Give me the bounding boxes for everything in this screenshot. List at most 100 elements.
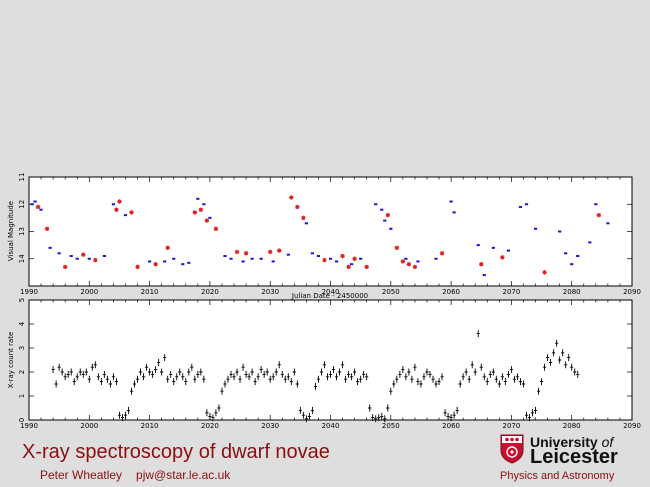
optical-point xyxy=(111,203,116,206)
university-name-line1: University of xyxy=(530,434,614,450)
xray-point xyxy=(416,378,420,386)
optical-point xyxy=(117,199,122,204)
xray-y-axis-label: X-ray count rate xyxy=(7,332,15,389)
x-tick-label: 2070 xyxy=(502,422,520,430)
xray-point xyxy=(90,363,94,371)
xray-point xyxy=(175,373,179,381)
xray-point xyxy=(214,409,218,417)
optical-point xyxy=(500,255,505,260)
optical-point xyxy=(416,260,420,263)
optical-point xyxy=(404,257,408,260)
optical-point xyxy=(268,249,273,255)
xray-point xyxy=(96,373,100,381)
x-tick-label: 2070 xyxy=(502,288,520,296)
xray-point xyxy=(292,368,296,376)
y-tick-label: 4 xyxy=(18,321,26,326)
optical-point xyxy=(364,264,369,270)
y-tick-label: 0 xyxy=(18,418,26,422)
xray-point xyxy=(66,370,70,378)
optical-point xyxy=(187,261,191,264)
xray-point xyxy=(518,378,523,386)
x-tick-label: 2060 xyxy=(442,422,460,430)
xray-point xyxy=(126,406,131,414)
optical-point xyxy=(385,212,390,218)
xray-point xyxy=(271,373,275,381)
xray-point xyxy=(434,380,438,388)
xray-point xyxy=(383,415,387,423)
optical-plot-frame xyxy=(28,176,633,287)
optical-data-points xyxy=(30,195,610,277)
xray-point xyxy=(144,363,149,371)
optical-point xyxy=(289,195,294,200)
optical-point xyxy=(383,219,387,222)
x-tick-label: 2030 xyxy=(261,422,279,430)
optical-point xyxy=(295,204,300,210)
x-tick-label: 2090 xyxy=(623,288,641,296)
xray-point xyxy=(307,412,311,420)
optical-point xyxy=(542,270,547,275)
xray-data-points xyxy=(51,330,580,423)
xray-point xyxy=(196,370,200,378)
optical-point xyxy=(250,257,254,260)
xray-point xyxy=(536,387,541,395)
optical-point xyxy=(389,227,393,230)
xray-point xyxy=(404,373,408,381)
x-tick-label: 2030 xyxy=(261,288,279,296)
optical-point xyxy=(576,255,580,258)
xray-point xyxy=(141,373,146,381)
optical-point xyxy=(476,244,480,247)
xray-point xyxy=(548,358,553,366)
xray-point xyxy=(503,378,507,386)
xray-point xyxy=(244,370,248,378)
xray-point xyxy=(395,375,399,383)
xray-point xyxy=(220,387,224,395)
xray-point xyxy=(509,366,513,374)
xray-point xyxy=(181,373,185,381)
xray-point xyxy=(135,375,140,383)
xray-point xyxy=(262,370,266,378)
xray-point xyxy=(265,368,269,376)
xray-point xyxy=(229,370,233,378)
xray-point xyxy=(368,404,372,412)
optical-point xyxy=(30,203,34,206)
xray-point xyxy=(328,370,333,378)
xray-point xyxy=(256,373,260,381)
xray-point xyxy=(232,373,236,381)
xray-point xyxy=(132,380,137,388)
xray-point xyxy=(295,380,299,388)
xray-point xyxy=(193,375,197,383)
xray-y-tick-labels: 0 1 2 3 4 5 xyxy=(18,298,26,422)
optical-point xyxy=(524,203,529,206)
xray-point xyxy=(280,370,284,378)
xray-point xyxy=(401,366,405,374)
y-tick-label: 12 xyxy=(18,200,26,209)
optical-point xyxy=(114,207,119,212)
shield-icon xyxy=(500,434,524,464)
xray-point xyxy=(524,411,529,419)
xray-x-tick-labels: 1990 2000 2010 2020 2030 2040 2050 2060 2070 2080… xyxy=(20,422,641,430)
xray-point xyxy=(371,414,375,422)
optical-point xyxy=(322,257,327,263)
x-tick-label: 2020 xyxy=(201,422,219,430)
xray-point xyxy=(241,363,245,371)
xray-point xyxy=(72,378,76,386)
optical-panel: 1990 2000 2010 2020 2030 2040 2050 2060 2070 2080… xyxy=(7,173,641,296)
x-tick-label: 2010 xyxy=(141,422,159,430)
optical-point xyxy=(198,207,204,212)
xray-point xyxy=(202,375,206,383)
optical-point xyxy=(102,255,106,258)
xray-point xyxy=(350,373,354,381)
xray-point xyxy=(497,380,501,388)
xray-point xyxy=(325,373,330,381)
xray-point xyxy=(552,349,556,357)
xray-point xyxy=(452,411,456,419)
xray-point xyxy=(500,373,504,381)
optical-y-tick-labels: 11 12 13 14 xyxy=(18,173,26,264)
xray-point xyxy=(353,368,357,376)
xray-point xyxy=(169,370,173,378)
y-tick-label: 11 xyxy=(18,173,26,182)
xray-point xyxy=(250,368,254,376)
optical-point xyxy=(87,257,91,260)
xray-point xyxy=(380,412,384,420)
xray-point xyxy=(108,380,113,388)
